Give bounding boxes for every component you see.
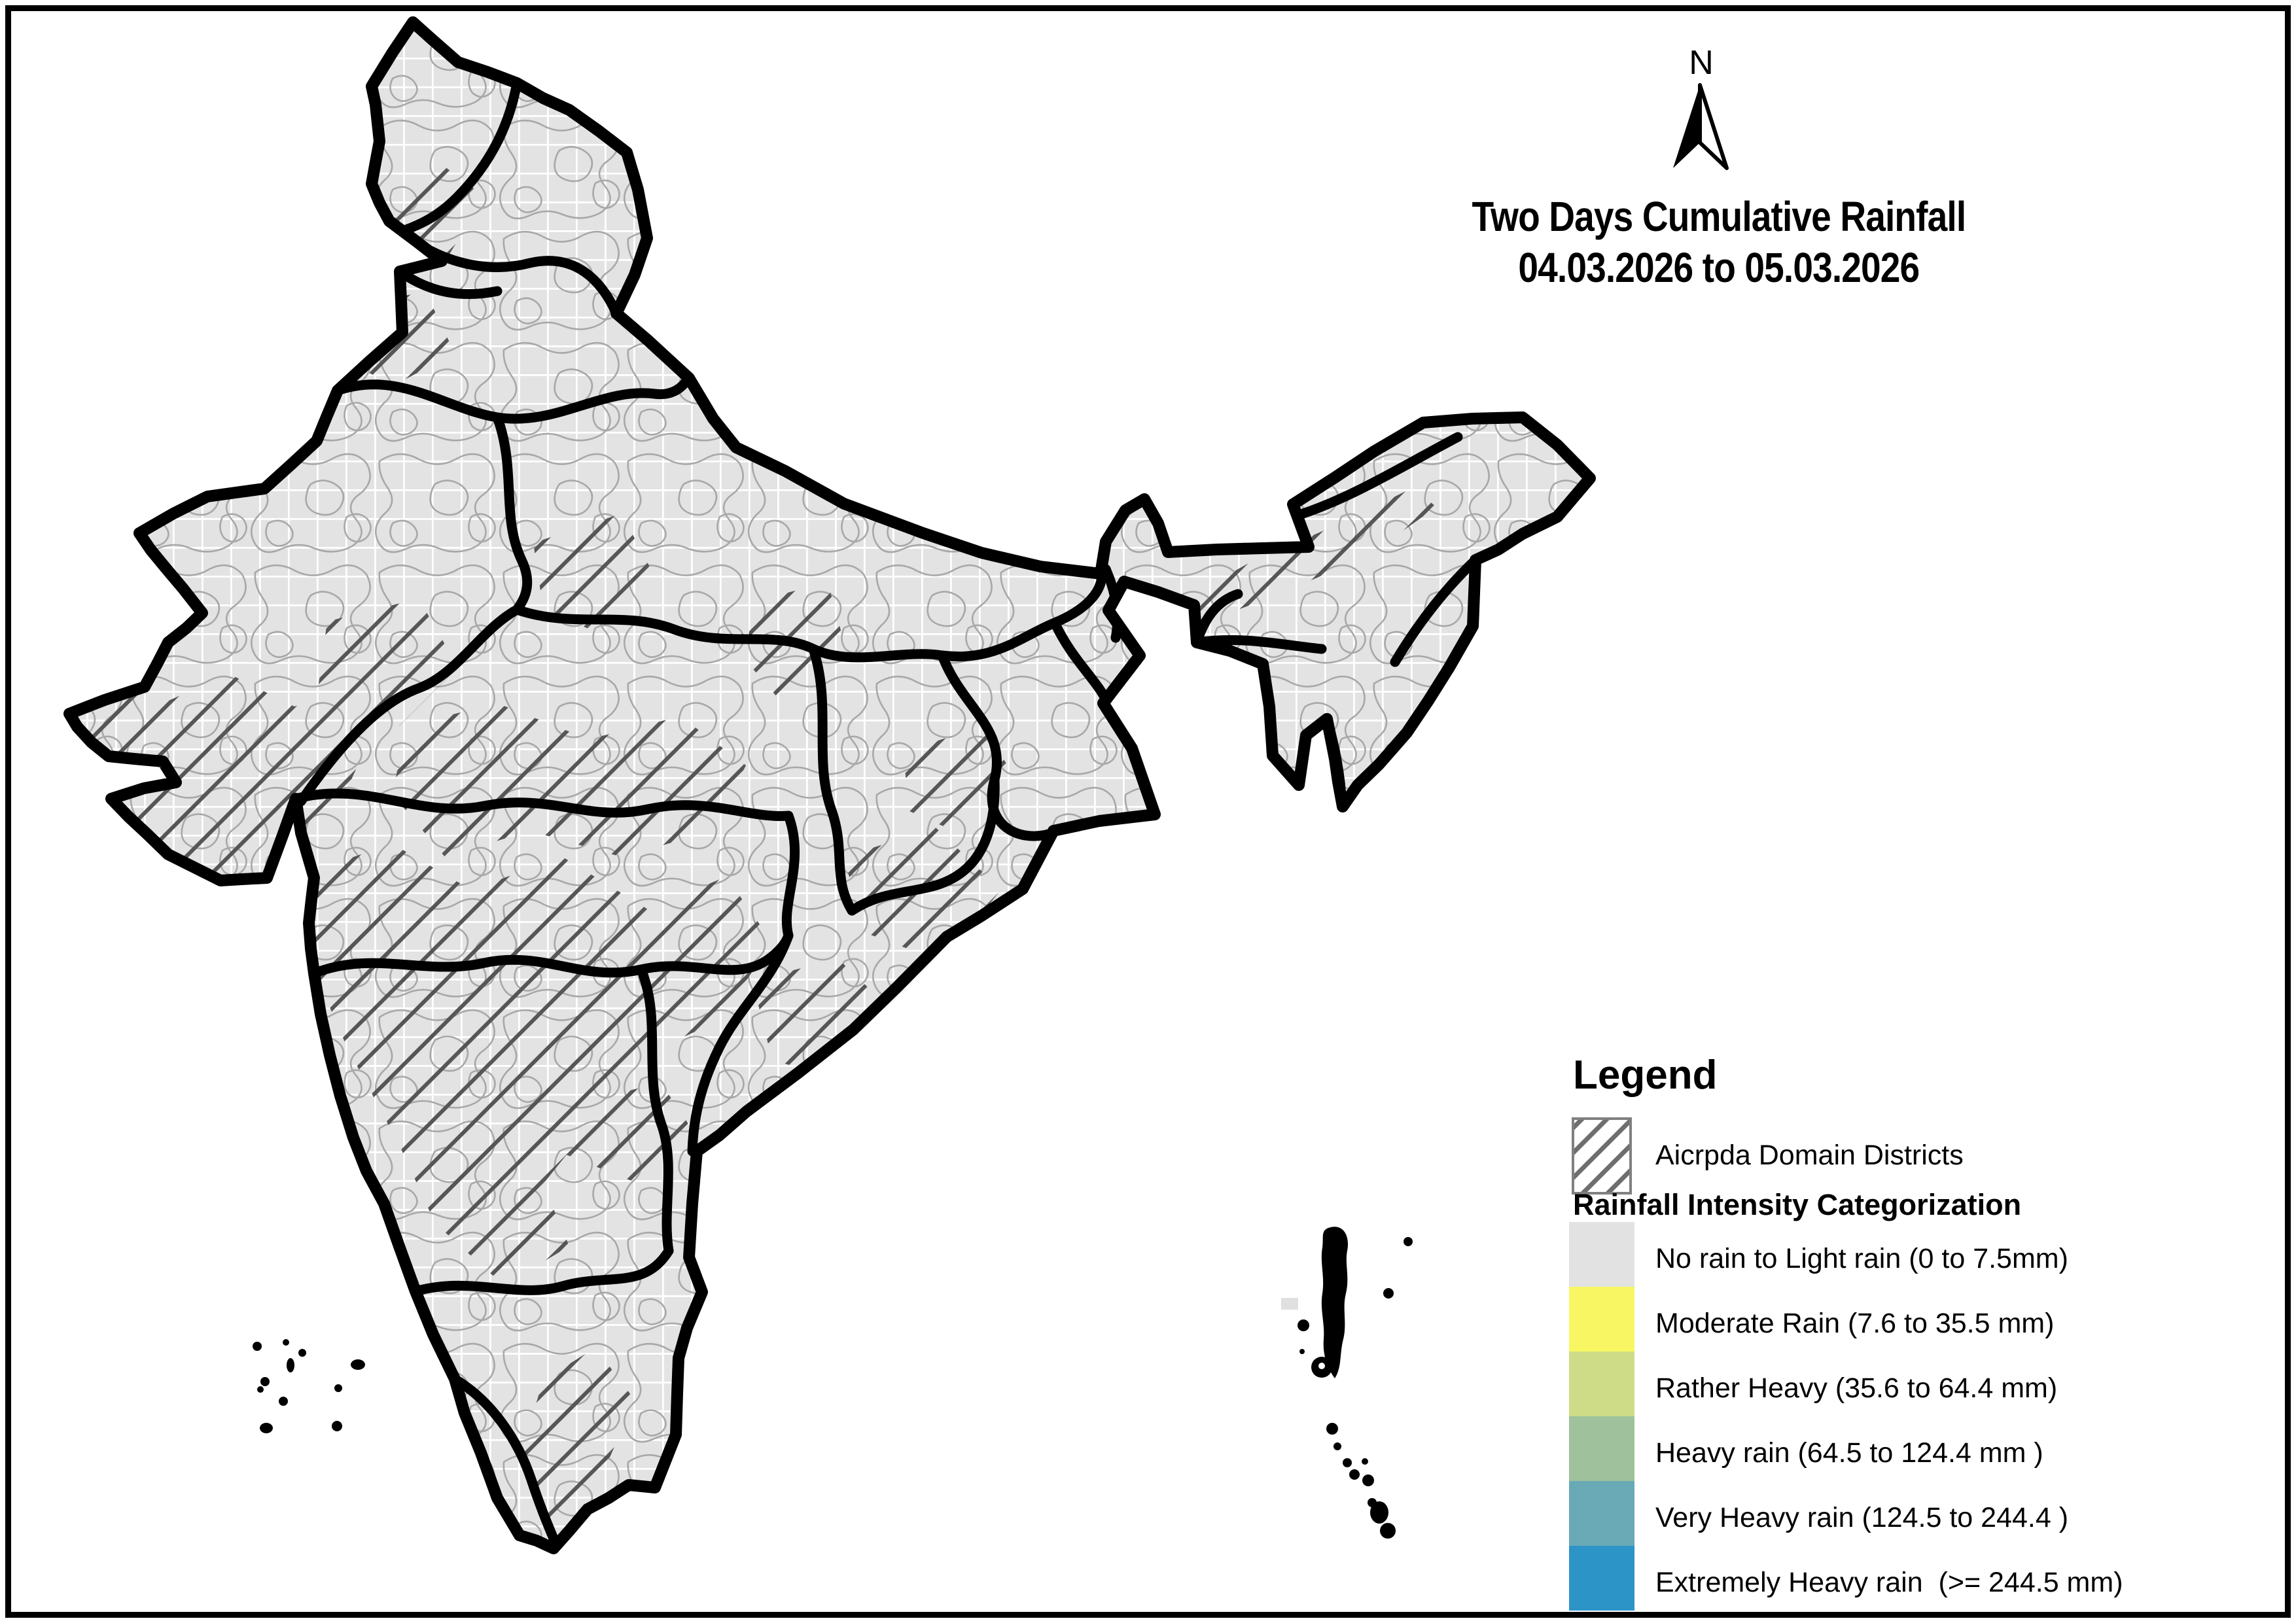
legend-swatch-heavy bbox=[1569, 1416, 1634, 1481]
legend-swatch-no-rain bbox=[1569, 1222, 1634, 1287]
map-title-line1: Two Days Cumulative Rainfall bbox=[1472, 193, 1967, 240]
legend-label-heavy: Heavy rain (64.5 to 124.4 mm ) bbox=[1655, 1437, 2043, 1469]
legend-swatch-rather-heavy bbox=[1569, 1352, 1634, 1416]
state-boundaries bbox=[291, 78, 1481, 1544]
lakshadweep-islands bbox=[253, 1339, 365, 1433]
legend-title: Legend bbox=[1573, 1053, 1718, 1098]
legend-label-rather-heavy: Rather Heavy (35.6 to 64.4 mm) bbox=[1655, 1372, 2058, 1404]
north-arrow: N bbox=[1665, 46, 1737, 183]
legend-label-no-rain: No rain to Light rain (0 to 7.5mm) bbox=[1655, 1243, 2068, 1274]
aicrpda-domain-swatch bbox=[1572, 1117, 1632, 1195]
north-arrow-icon bbox=[1673, 83, 1729, 170]
legend-label-moderate: Moderate Rain (7.6 to 35.5 mm) bbox=[1655, 1308, 2055, 1339]
legend-swatch-extremely-heavy bbox=[1569, 1546, 1634, 1611]
legend-swatch-very-heavy bbox=[1569, 1481, 1634, 1546]
legend-section-heading: Rainfall Intensity Categorization bbox=[1573, 1188, 2022, 1221]
map-title: Two Days Cumulative Rainfall 04.03.2026 … bbox=[1372, 191, 2066, 293]
aicrpda-domain-label: Aicrpda Domain Districts bbox=[1655, 1140, 1964, 1171]
india-rainfall-map bbox=[0, 0, 1636, 1623]
andaman-nicobar-islands bbox=[1281, 1227, 1413, 1539]
map-title-line2: 04.03.2026 to 05.03.2026 bbox=[1518, 244, 1920, 291]
legend-swatch-moderate bbox=[1569, 1287, 1634, 1352]
legend-label-very-heavy: Very Heavy rain (124.5 to 244.4 ) bbox=[1655, 1502, 2069, 1533]
north-label: N bbox=[1689, 44, 1714, 82]
legend-label-extremely-heavy: Extremely Heavy rain (>= 244.5 mm) bbox=[1655, 1567, 2123, 1598]
aicrpda-hatch-overlay bbox=[72, 157, 1436, 1531]
